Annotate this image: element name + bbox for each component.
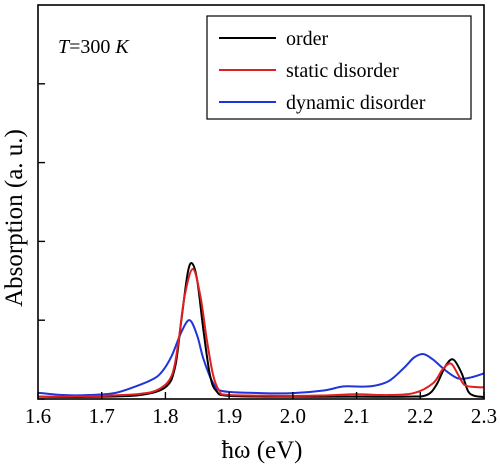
- temperature-symbol: T: [58, 36, 71, 58]
- legend-label-order: order: [286, 28, 329, 50]
- x-tick-label: 1.7: [89, 404, 115, 428]
- x-tick-label: 1.6: [25, 404, 51, 428]
- legend-label-dynamic-disorder: dynamic disorder: [286, 92, 426, 114]
- x-tick-label: 1.9: [216, 404, 242, 428]
- series-line-static-disorder: [37, 267, 485, 398]
- x-tick-label: 1.8: [152, 404, 178, 428]
- x-tick-label: 2.2: [407, 404, 433, 428]
- series-layer: [37, 262, 485, 399]
- x-tick-label: 2.0: [280, 404, 306, 428]
- x-tick-label: 2.3: [471, 404, 497, 428]
- series-line-order: [37, 262, 485, 399]
- ticks-layer: 1.6 1.7 1.8 1.9 2.0 2.1 2.2 2.3: [25, 83, 497, 428]
- y-axis-title: Absorption (a. u.): [1, 129, 28, 307]
- x-tick-label: 2.1: [343, 404, 369, 428]
- temperature-unit: K: [114, 36, 130, 58]
- legend: order static disorder dynamic disorder: [206, 15, 472, 120]
- x-axis-title: ħω (eV): [221, 437, 302, 464]
- plot-frame: [37, 4, 485, 400]
- temperature-value: =300: [69, 36, 115, 58]
- series-line-dynamic-disorder: [37, 319, 485, 397]
- temperature-annotation: T=300 K: [58, 36, 130, 58]
- legend-label-static-disorder: static disorder: [286, 60, 399, 82]
